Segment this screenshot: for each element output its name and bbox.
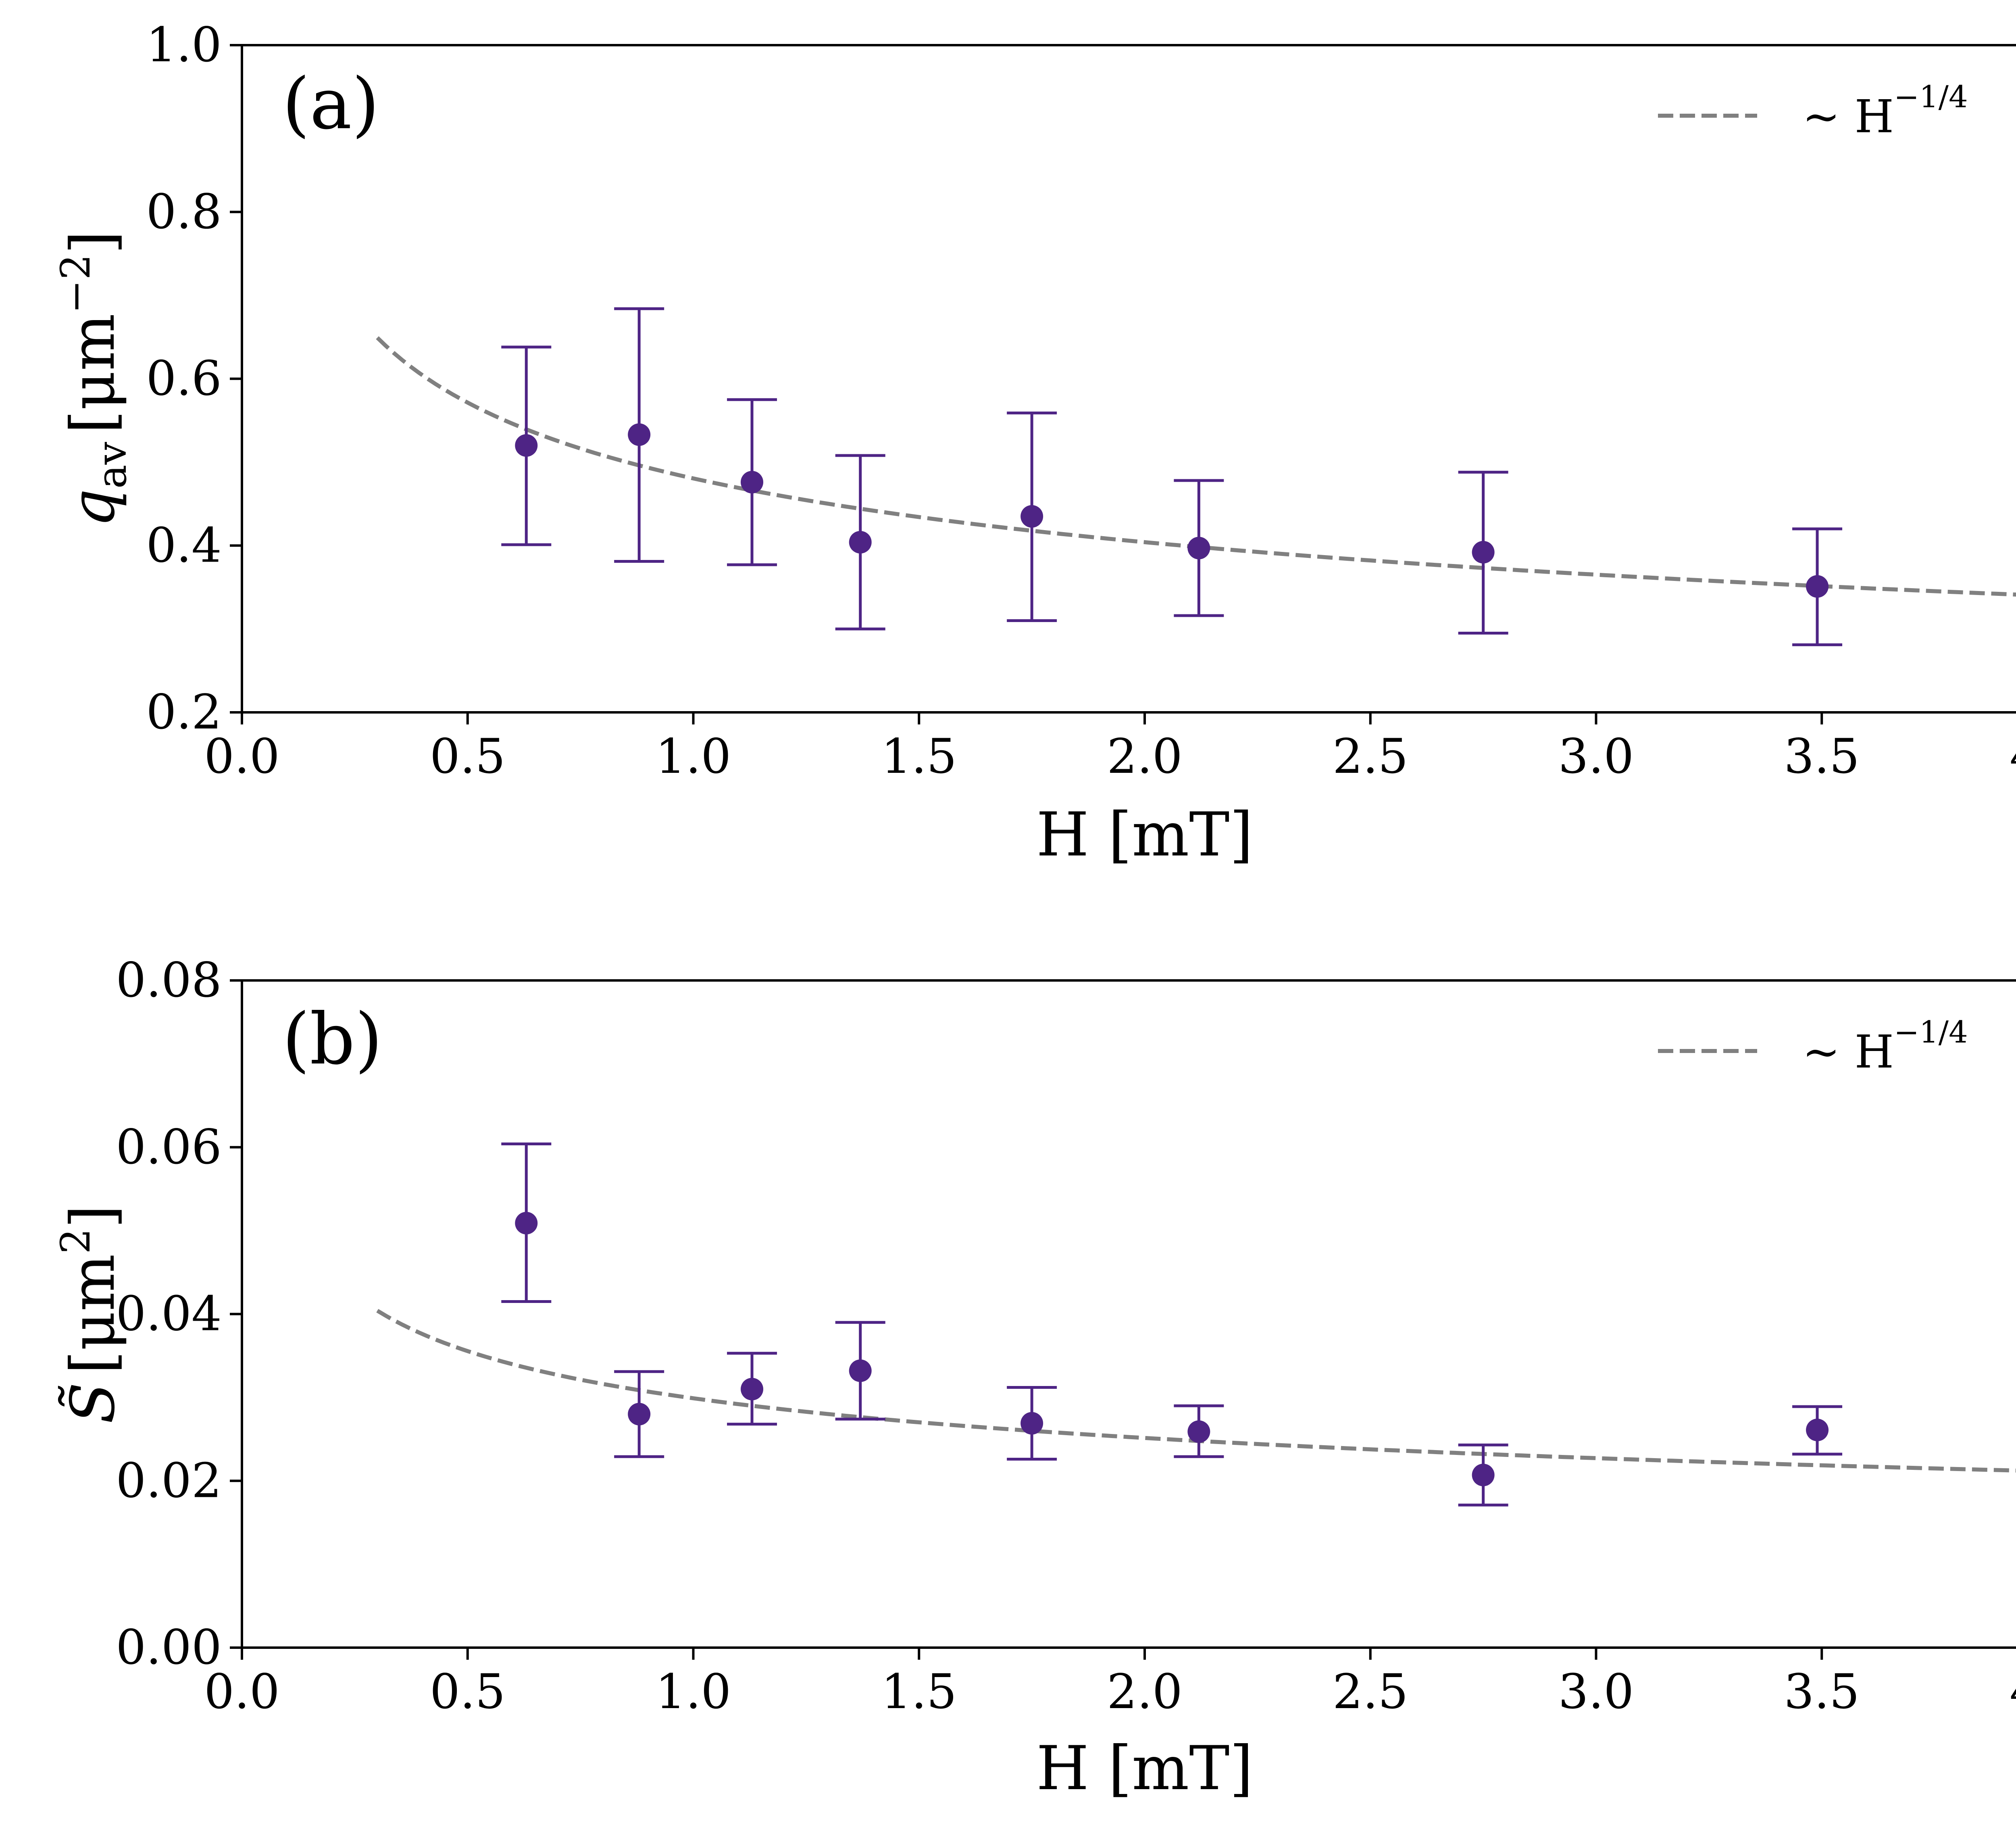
panel-a-data-point [1187, 537, 1210, 560]
panel-a-x-tick-label: 1.0 [656, 728, 731, 784]
panel-b-y-tick-label: 0.06 [116, 1119, 222, 1175]
panel-a-x-tick-label: 3.5 [1784, 728, 1860, 784]
panel-b-data-point [515, 1212, 538, 1235]
panel-b-x-tick-label: 1.5 [881, 1664, 957, 1719]
panel-b-data-point [1472, 1463, 1495, 1486]
panel-a-y-axis-label: qav[μm−2] [52, 231, 135, 527]
panel-b-data-point [1187, 1420, 1210, 1443]
panel-b-tick-layer: 0.0 0.5 1.0 1.5 2.0 2.5 3.0 3.5 4.0 0.00 0.02 0.04 0… [116, 952, 2016, 1719]
panel-b-x-tick-label: 2.0 [1107, 1664, 1183, 1719]
panel-b-legend: ~ H−1/4 [1658, 1014, 1968, 1078]
panel-b-x-tick-label: 0.0 [204, 1664, 280, 1719]
panel-b-x-tick-label: 1.0 [656, 1664, 731, 1719]
panel-b-data-point [1020, 1412, 1043, 1435]
panel-a-legend: ~ H−1/4 [1658, 79, 1968, 143]
panel-b-data-point [1806, 1419, 1829, 1442]
panel-a-fit-layer [376, 336, 2016, 597]
panel-b-point-layer [515, 1212, 1829, 1486]
panel-a-tick-layer: 0.0 0.5 1.0 1.5 2.0 2.5 3.0 3.5 4.0 0.2 0.4 0.6 0.8 1… [146, 17, 2016, 784]
panel-a-y-tick-label: 0.6 [146, 351, 222, 406]
panel-a-data-point [628, 423, 651, 446]
panel-a-x-tick-label: 4.0 [2010, 728, 2016, 784]
panel-a-data-point [1020, 505, 1043, 528]
panel-b-y-tick-label: 0.08 [116, 952, 222, 1008]
panel-b-chart: 0.0 0.5 1.0 1.5 2.0 2.5 3.0 3.5 4.0 0.00 0.02 0.04 0… [52, 952, 2016, 1804]
panel-a-chart: 0.0 0.5 1.0 1.5 2.0 2.5 3.0 3.5 4.0 0.2 0.4 0.6 0.8 1… [52, 17, 2016, 870]
panel-a-y-tick-label: 0.4 [146, 517, 222, 573]
panel-a-x-tick-label: 2.0 [1107, 728, 1183, 784]
panel-a-data-point [849, 531, 872, 554]
panel-a-legend-text: ~ H−1/4 [1802, 79, 1968, 143]
panel-b-x-tick-label: 3.5 [1784, 1664, 1860, 1719]
panel-b-label: (b) [282, 999, 383, 1080]
panel-b-errorbar-layer [501, 1142, 1843, 1507]
panel-b-x-axis-label: H [mT] [1036, 1734, 1253, 1804]
panel-a-y-tick-label: 0.2 [146, 684, 222, 740]
panel-b-data-point [849, 1359, 872, 1382]
panel-a-x-tick-label: 0.0 [204, 728, 280, 784]
panel-a-x-tick-label: 3.0 [1558, 728, 1634, 784]
panel-a-x-tick-label: 1.5 [881, 728, 957, 784]
panel-b-y-tick-label: 0.00 [116, 1619, 222, 1675]
panel-a-x-tick-label: 0.5 [430, 728, 506, 784]
panel-b-x-tick-label: 4.0 [2010, 1664, 2016, 1719]
panel-b-y-tick-label: 0.04 [116, 1286, 222, 1342]
panel-b-fit-curve [376, 1309, 2016, 1473]
panel-b-y-tick-label: 0.02 [116, 1453, 222, 1508]
panel-a-data-point [741, 471, 764, 494]
panel-b-y-axis-label: S̃[μm2] [52, 1205, 128, 1423]
panel-b-data-point [628, 1403, 651, 1426]
panel-a-label: (a) [282, 63, 379, 145]
panel-b-x-tick-label: 2.5 [1333, 1664, 1408, 1719]
panel-b-x-tick-label: 3.0 [1558, 1664, 1634, 1719]
panel-a-data-point [1472, 541, 1495, 564]
panel-a-x-axis-label: H [mT] [1036, 800, 1253, 870]
panel-b-x-tick-label: 0.5 [430, 1664, 506, 1719]
panel-b-legend-text: ~ H−1/4 [1802, 1014, 1968, 1078]
panel-b-data-point [741, 1378, 764, 1401]
panel-a-data-point [1806, 575, 1829, 598]
panel-a-data-point [515, 434, 538, 457]
panel-a-y-tick-label: 1.0 [146, 17, 222, 73]
panel-b-fit-layer [376, 1309, 2016, 1473]
panel-a-point-layer [515, 423, 1829, 598]
panel-a-y-tick-label: 0.8 [146, 184, 222, 239]
panel-a-x-tick-label: 2.5 [1333, 728, 1408, 784]
panel-a-fit-curve [376, 336, 2016, 597]
